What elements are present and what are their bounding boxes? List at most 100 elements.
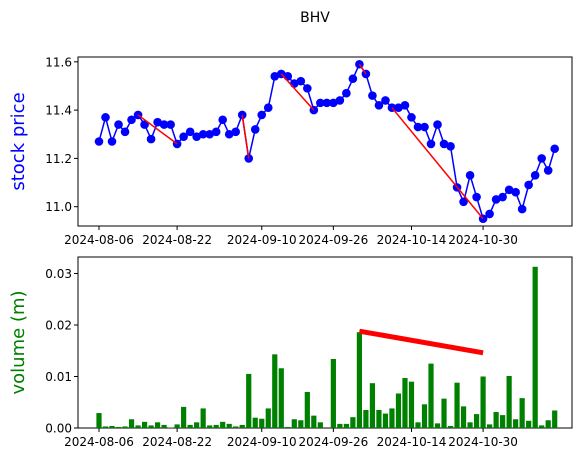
price-point — [361, 69, 371, 79]
volume-xtick-label: 2024-10-30 — [448, 435, 518, 449]
volume-bar — [298, 420, 304, 428]
volume-bar — [174, 424, 180, 428]
price-point — [394, 103, 403, 112]
volume-bar — [506, 375, 512, 428]
price-ytick-label: 11.6 — [45, 55, 72, 69]
price-point — [250, 125, 260, 134]
price-point — [120, 127, 130, 137]
price-point — [198, 129, 208, 139]
volume-bar — [395, 393, 402, 428]
volume-bar — [246, 373, 252, 428]
volume-bar — [272, 354, 278, 428]
volume-bar — [187, 424, 193, 428]
volume-bar — [181, 406, 187, 428]
price-point — [296, 76, 306, 86]
volume-bar — [135, 425, 141, 428]
volume-bar — [141, 421, 148, 428]
price-point — [465, 171, 475, 180]
price-ytick-label: 11.2 — [45, 152, 72, 166]
volume-bar — [161, 424, 167, 428]
volume-bar — [226, 423, 232, 428]
volume-bar — [194, 422, 200, 428]
volume-axes-frame — [77, 256, 573, 429]
volume-bar — [239, 424, 245, 428]
price-point — [472, 192, 481, 202]
volume-xtick-label: 2024-09-10 — [227, 435, 297, 449]
volume-bar — [128, 419, 135, 428]
price-trend-line — [137, 114, 178, 145]
volume-bar — [460, 406, 467, 428]
volume-bar — [278, 368, 284, 428]
price-xtick-label: 2024-09-26 — [298, 233, 368, 247]
volume-xtick-label: 2024-10-14 — [377, 435, 447, 449]
price-point — [140, 120, 149, 129]
volume-trend-line — [358, 328, 484, 356]
volume-bar — [428, 363, 434, 428]
volume-bar — [447, 425, 454, 428]
price-point — [374, 100, 384, 110]
price-point — [524, 180, 533, 190]
price-point — [179, 132, 188, 141]
price-point — [433, 120, 442, 129]
volume-bar — [343, 423, 349, 428]
price-point — [205, 129, 214, 139]
price-axes-frame — [77, 56, 573, 227]
volume-bar — [96, 413, 102, 428]
price-point — [224, 129, 234, 139]
volume-bar — [356, 332, 362, 428]
price-xtick-label: 2024-10-30 — [448, 233, 518, 247]
volume-bar — [122, 426, 128, 428]
price-point — [407, 113, 416, 122]
price-xtick-label: 2024-10-14 — [377, 233, 447, 247]
volume-bar — [168, 427, 174, 428]
volume-bar — [200, 408, 206, 428]
price-point — [303, 84, 312, 93]
volume-bar — [415, 422, 421, 428]
volume-bar — [109, 425, 115, 428]
price-ytick-label: 11.4 — [45, 104, 72, 118]
price-point — [322, 98, 332, 108]
price-point — [263, 103, 273, 112]
price-xtick-label: 2024-08-22 — [142, 233, 212, 247]
price-point — [153, 117, 162, 127]
price-point — [511, 187, 520, 197]
price-point — [400, 100, 410, 110]
price-point — [146, 134, 156, 144]
price-point — [270, 72, 280, 81]
volume-bar — [363, 409, 369, 428]
volume-bar — [350, 417, 356, 428]
volume-bar — [252, 417, 258, 428]
volume-ylabel: volume (m) — [8, 291, 29, 395]
volume-bar — [311, 415, 317, 428]
price-series-line — [98, 62, 556, 221]
volume-bar — [402, 378, 408, 428]
volume-bar — [487, 424, 493, 428]
price-point — [348, 74, 358, 84]
volume-bar — [304, 391, 310, 428]
price-point — [550, 144, 559, 154]
volume-bar — [337, 423, 343, 428]
price-point — [420, 122, 429, 132]
volume-bar — [532, 266, 538, 428]
volume-bar — [154, 422, 161, 428]
volume-bar — [493, 412, 499, 428]
chart-title: BHV — [300, 10, 330, 26]
price-point — [381, 96, 390, 105]
volume-bar — [539, 425, 545, 428]
volume-bar — [434, 423, 441, 428]
price-point — [446, 142, 455, 151]
volume-bar — [513, 419, 519, 428]
price-point — [342, 88, 351, 98]
volume-bar — [480, 376, 486, 428]
price-point — [101, 113, 110, 122]
price-panel: 11.0 11.2 11.4 11.6 2024-08-06 2024-08-22 2024… — [8, 55, 573, 247]
volume-bar — [454, 382, 460, 428]
volume-bar — [265, 408, 271, 428]
price-point — [107, 137, 117, 146]
price-point — [543, 166, 553, 175]
volume-bar — [369, 383, 376, 428]
price-point — [114, 120, 123, 129]
price-point — [257, 110, 267, 120]
